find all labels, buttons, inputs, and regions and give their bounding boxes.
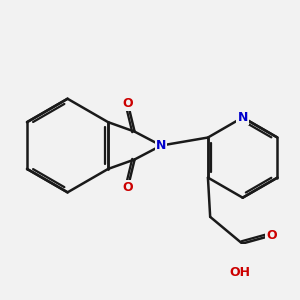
Text: O: O bbox=[123, 181, 133, 194]
Text: OH: OH bbox=[230, 266, 250, 279]
Text: O: O bbox=[123, 98, 133, 110]
Text: N: N bbox=[238, 111, 248, 124]
Text: N: N bbox=[156, 139, 166, 152]
Text: O: O bbox=[266, 229, 277, 242]
